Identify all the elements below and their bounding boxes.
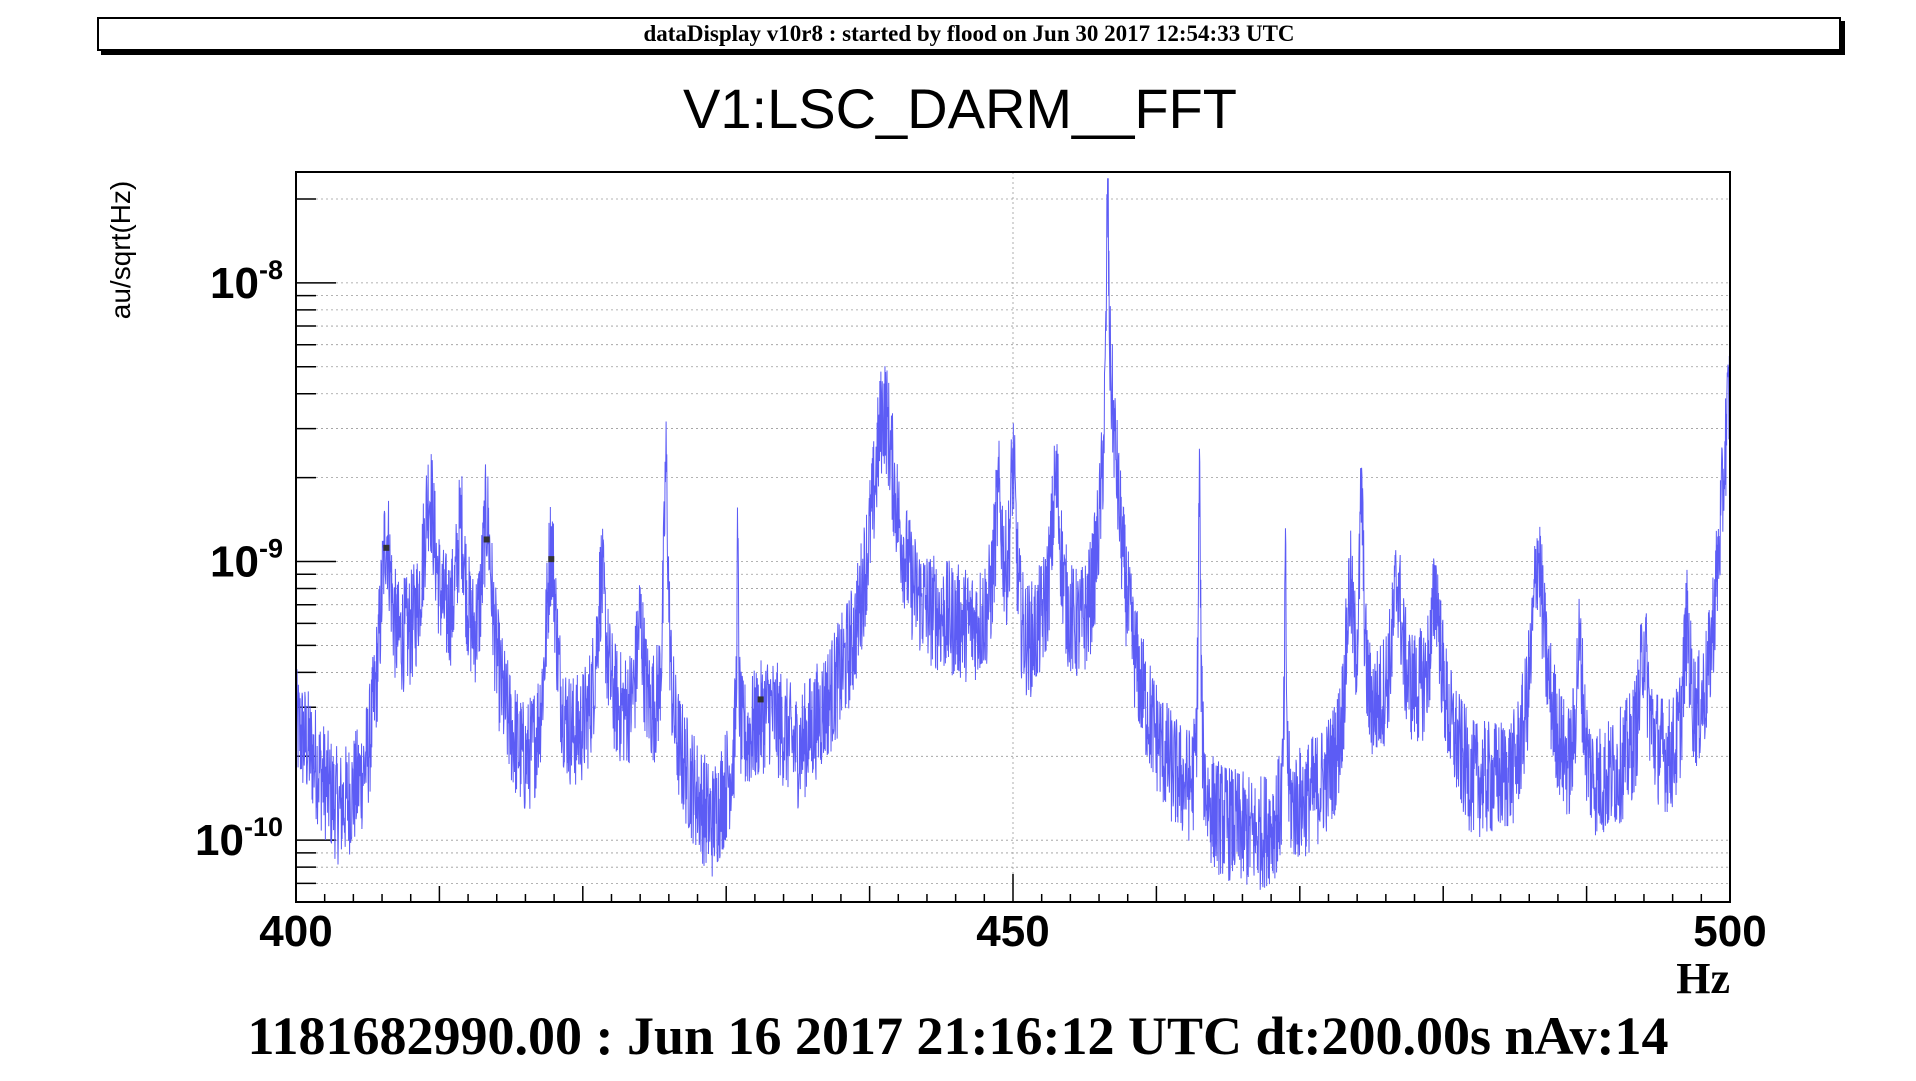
chart-title: V1:LSC_DARM__FFT — [683, 77, 1237, 140]
x-tick-label: 450 — [976, 907, 1049, 956]
y-tick-label: 10-8 — [210, 255, 283, 308]
timestamp-footer: 1181682990.00 : Jun 16 2017 21:16:12 UTC… — [247, 1006, 1669, 1066]
x-tick-label: 400 — [259, 907, 332, 956]
peak-markers — [383, 536, 764, 703]
y-tick-label: 10-10 — [195, 812, 283, 865]
x-axis-label: Hz — [1676, 954, 1730, 1000]
y-tick-label: 10-9 — [210, 534, 283, 587]
y-axis-label: au/sqrt(Hz) — [105, 181, 136, 319]
grid-lines — [296, 172, 1730, 903]
series-group — [295, 178, 1731, 890]
spectrum-series-line — [295, 178, 1731, 890]
peak-marker — [483, 536, 490, 543]
plot-frame — [295, 171, 1731, 903]
tick-labels: 400 450 500 10-10 10-9 10-8 — [195, 255, 1767, 956]
peak-marker — [757, 696, 764, 703]
x-tick-label: 500 — [1693, 907, 1766, 956]
peak-marker — [548, 556, 555, 563]
axis-ticks — [295, 198, 1731, 903]
spectrum-chart: V1:LSC_DARM__FFT au/sqrt(Hz) 400 450 500 10… — [105, 77, 1767, 1000]
display-banner: dataDisplay v10r8 : started by flood on … — [97, 17, 1841, 51]
peak-marker — [383, 544, 390, 551]
